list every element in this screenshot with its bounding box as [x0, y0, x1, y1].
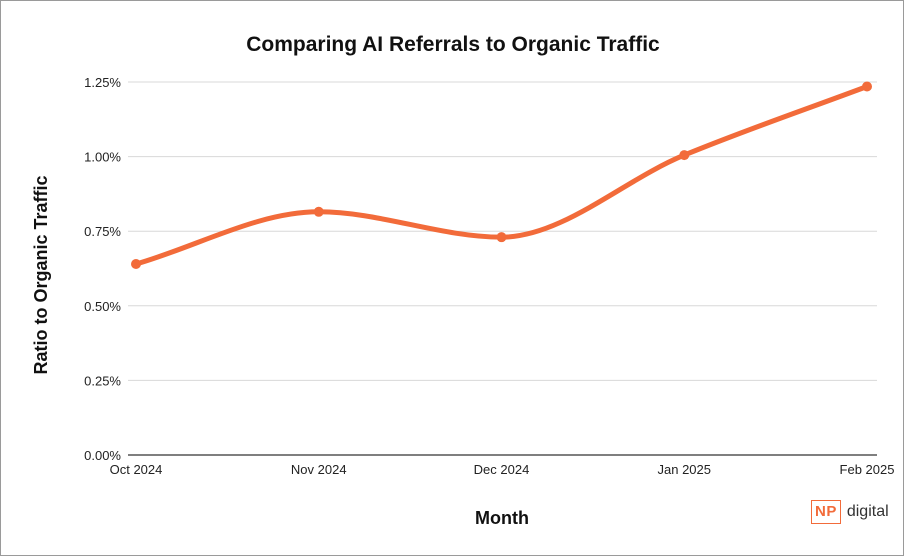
gridlines	[128, 81, 877, 456]
data-points	[131, 81, 872, 270]
x-tick-label: Nov 2024	[291, 462, 347, 477]
y-tick-label: 0.50%	[84, 299, 121, 314]
y-axis-ticks: 0.00% 0.25% 0.50% 0.75% 1.00% 1.25%	[84, 75, 121, 463]
y-tick-label: 0.25%	[84, 373, 121, 388]
np-digital-logo: NP digital	[811, 498, 889, 526]
logo-box: NP	[811, 500, 841, 524]
y-tick-label: 1.25%	[84, 75, 121, 90]
logo-text: digital	[846, 503, 889, 520]
data-point	[496, 232, 507, 243]
y-axis-title: Ratio to Organic Traffic	[31, 175, 51, 374]
x-tick-label: Jan 2025	[658, 462, 712, 477]
data-point	[313, 206, 324, 217]
chart-title: Comparing AI Referrals to Organic Traffi…	[246, 33, 660, 56]
data-point	[862, 81, 872, 92]
y-tick-label: 0.00%	[84, 448, 121, 463]
x-tick-label: Oct 2024	[110, 462, 163, 477]
x-axis-title: Month	[475, 508, 529, 528]
data-point	[679, 150, 690, 161]
y-tick-label: 1.00%	[84, 150, 121, 165]
data-point	[131, 259, 141, 270]
x-axis-ticks: Oct 2024 Nov 2024 Dec 2024 Jan 2025 Feb 2025	[110, 462, 895, 477]
x-tick-label: Dec 2024	[474, 462, 530, 477]
y-tick-label: 0.75%	[84, 224, 121, 239]
x-tick-label: Feb 2025	[840, 462, 895, 477]
